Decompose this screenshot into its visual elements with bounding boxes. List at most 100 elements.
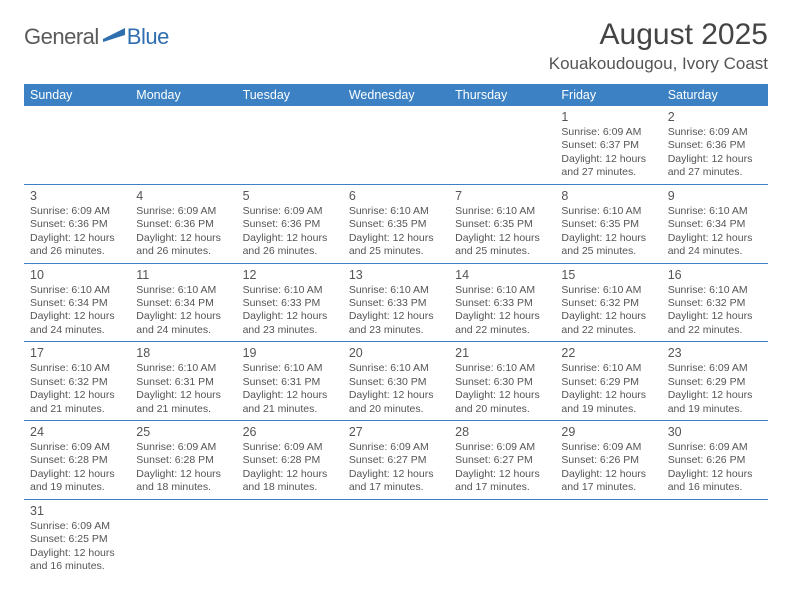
day1-text: Daylight: 12 hours — [349, 310, 443, 323]
day-number: 21 — [455, 345, 549, 361]
day2-text: and 17 minutes. — [455, 481, 549, 494]
calendar-cell: 13Sunrise: 6:10 AMSunset: 6:33 PMDayligh… — [343, 263, 449, 342]
dayname-fri: Friday — [555, 84, 661, 106]
sunrise-text: Sunrise: 6:09 AM — [30, 520, 124, 533]
brand-name-b: Blue — [127, 24, 169, 50]
day1-text: Daylight: 12 hours — [561, 389, 655, 402]
day2-text: and 21 minutes. — [243, 403, 337, 416]
day2-text: and 27 minutes. — [561, 166, 655, 179]
day-number: 15 — [561, 267, 655, 283]
day1-text: Daylight: 12 hours — [349, 468, 443, 481]
calendar-week: 17Sunrise: 6:10 AMSunset: 6:32 PMDayligh… — [24, 342, 768, 421]
day1-text: Daylight: 12 hours — [349, 232, 443, 245]
day-number: 10 — [30, 267, 124, 283]
sunset-text: Sunset: 6:26 PM — [561, 454, 655, 467]
sunset-text: Sunset: 6:30 PM — [349, 376, 443, 389]
day2-text: and 16 minutes. — [30, 560, 124, 573]
day1-text: Daylight: 12 hours — [455, 389, 549, 402]
day2-text: and 25 minutes. — [349, 245, 443, 258]
day1-text: Daylight: 12 hours — [30, 547, 124, 560]
day1-text: Daylight: 12 hours — [30, 468, 124, 481]
day1-text: Daylight: 12 hours — [455, 232, 549, 245]
dayname-thu: Thursday — [449, 84, 555, 106]
sunrise-text: Sunrise: 6:10 AM — [455, 284, 549, 297]
day-number: 8 — [561, 188, 655, 204]
calendar-cell — [237, 499, 343, 577]
day-number: 11 — [136, 267, 230, 283]
day-number: 2 — [668, 109, 762, 125]
day2-text: and 22 minutes. — [668, 324, 762, 337]
day2-text: and 23 minutes. — [243, 324, 337, 337]
sunset-text: Sunset: 6:25 PM — [30, 533, 124, 546]
day2-text: and 17 minutes. — [561, 481, 655, 494]
day2-text: and 25 minutes. — [561, 245, 655, 258]
calendar-cell: 28Sunrise: 6:09 AMSunset: 6:27 PMDayligh… — [449, 421, 555, 500]
sunset-text: Sunset: 6:36 PM — [243, 218, 337, 231]
sunset-text: Sunset: 6:28 PM — [136, 454, 230, 467]
sunrise-text: Sunrise: 6:10 AM — [243, 284, 337, 297]
title-block: August 2025 Kouakoudougou, Ivory Coast — [549, 18, 768, 74]
day1-text: Daylight: 12 hours — [455, 468, 549, 481]
day1-text: Daylight: 12 hours — [136, 468, 230, 481]
day1-text: Daylight: 12 hours — [30, 310, 124, 323]
day-number: 17 — [30, 345, 124, 361]
calendar-cell: 12Sunrise: 6:10 AMSunset: 6:33 PMDayligh… — [237, 263, 343, 342]
sunrise-text: Sunrise: 6:09 AM — [455, 441, 549, 454]
day-number: 16 — [668, 267, 762, 283]
day-number: 27 — [349, 424, 443, 440]
day-number: 7 — [455, 188, 549, 204]
calendar-cell: 6Sunrise: 6:10 AMSunset: 6:35 PMDaylight… — [343, 184, 449, 263]
calendar-cell: 19Sunrise: 6:10 AMSunset: 6:31 PMDayligh… — [237, 342, 343, 421]
day1-text: Daylight: 12 hours — [668, 310, 762, 323]
day1-text: Daylight: 12 hours — [243, 468, 337, 481]
day1-text: Daylight: 12 hours — [561, 468, 655, 481]
calendar-cell: 25Sunrise: 6:09 AMSunset: 6:28 PMDayligh… — [130, 421, 236, 500]
day1-text: Daylight: 12 hours — [243, 310, 337, 323]
day-number: 9 — [668, 188, 762, 204]
sunset-text: Sunset: 6:33 PM — [349, 297, 443, 310]
day1-text: Daylight: 12 hours — [668, 153, 762, 166]
sunrise-text: Sunrise: 6:09 AM — [30, 205, 124, 218]
day2-text: and 16 minutes. — [668, 481, 762, 494]
sunset-text: Sunset: 6:35 PM — [561, 218, 655, 231]
day1-text: Daylight: 12 hours — [668, 468, 762, 481]
calendar-cell — [237, 106, 343, 184]
day2-text: and 18 minutes. — [243, 481, 337, 494]
calendar-cell: 15Sunrise: 6:10 AMSunset: 6:32 PMDayligh… — [555, 263, 661, 342]
calendar-week: 1Sunrise: 6:09 AMSunset: 6:37 PMDaylight… — [24, 106, 768, 184]
day1-text: Daylight: 12 hours — [668, 389, 762, 402]
day1-text: Daylight: 12 hours — [243, 389, 337, 402]
sunset-text: Sunset: 6:31 PM — [136, 376, 230, 389]
sunrise-text: Sunrise: 6:10 AM — [30, 362, 124, 375]
sunrise-text: Sunrise: 6:10 AM — [455, 205, 549, 218]
day2-text: and 27 minutes. — [668, 166, 762, 179]
sunset-text: Sunset: 6:36 PM — [30, 218, 124, 231]
location-label: Kouakoudougou, Ivory Coast — [549, 54, 768, 74]
sunset-text: Sunset: 6:36 PM — [136, 218, 230, 231]
day1-text: Daylight: 12 hours — [668, 232, 762, 245]
calendar-cell: 11Sunrise: 6:10 AMSunset: 6:34 PMDayligh… — [130, 263, 236, 342]
calendar-week: 3Sunrise: 6:09 AMSunset: 6:36 PMDaylight… — [24, 184, 768, 263]
day2-text: and 21 minutes. — [136, 403, 230, 416]
day2-text: and 19 minutes. — [561, 403, 655, 416]
day1-text: Daylight: 12 hours — [30, 232, 124, 245]
day-number: 25 — [136, 424, 230, 440]
sunrise-text: Sunrise: 6:09 AM — [561, 126, 655, 139]
day-number: 20 — [349, 345, 443, 361]
sunset-text: Sunset: 6:32 PM — [561, 297, 655, 310]
day2-text: and 24 minutes. — [668, 245, 762, 258]
calendar-cell: 23Sunrise: 6:09 AMSunset: 6:29 PMDayligh… — [662, 342, 768, 421]
day2-text: and 19 minutes. — [30, 481, 124, 494]
calendar-cell — [343, 106, 449, 184]
day1-text: Daylight: 12 hours — [561, 310, 655, 323]
dayname-sun: Sunday — [24, 84, 130, 106]
sunrise-text: Sunrise: 6:09 AM — [349, 441, 443, 454]
day-number: 31 — [30, 503, 124, 519]
sunrise-text: Sunrise: 6:10 AM — [561, 205, 655, 218]
day1-text: Daylight: 12 hours — [136, 232, 230, 245]
sunrise-text: Sunrise: 6:09 AM — [136, 441, 230, 454]
sunrise-text: Sunrise: 6:09 AM — [243, 441, 337, 454]
dayname-wed: Wednesday — [343, 84, 449, 106]
sunrise-text: Sunrise: 6:09 AM — [668, 441, 762, 454]
day1-text: Daylight: 12 hours — [349, 389, 443, 402]
